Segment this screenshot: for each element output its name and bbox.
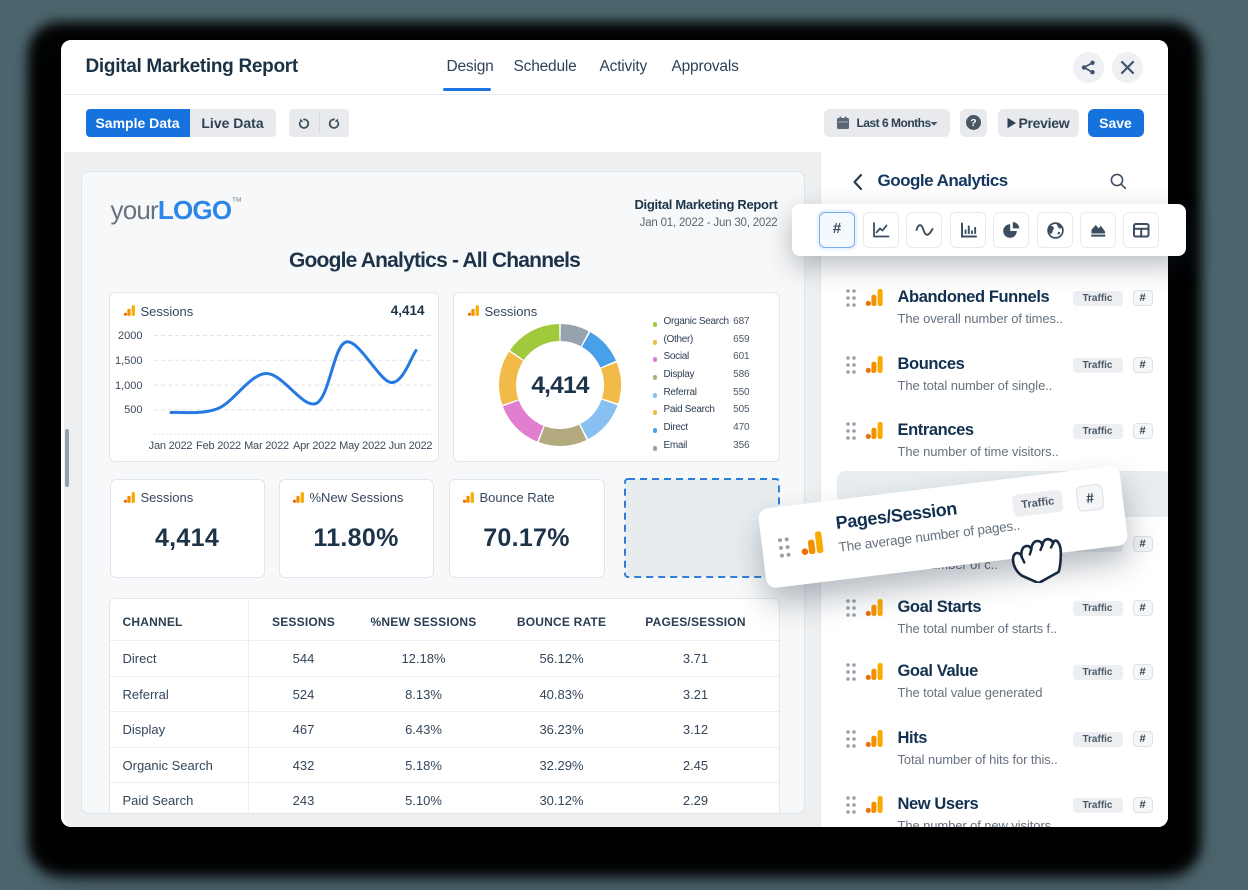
svg-text:?: ? <box>970 117 976 129</box>
svg-text:4,414: 4,414 <box>531 372 589 399</box>
